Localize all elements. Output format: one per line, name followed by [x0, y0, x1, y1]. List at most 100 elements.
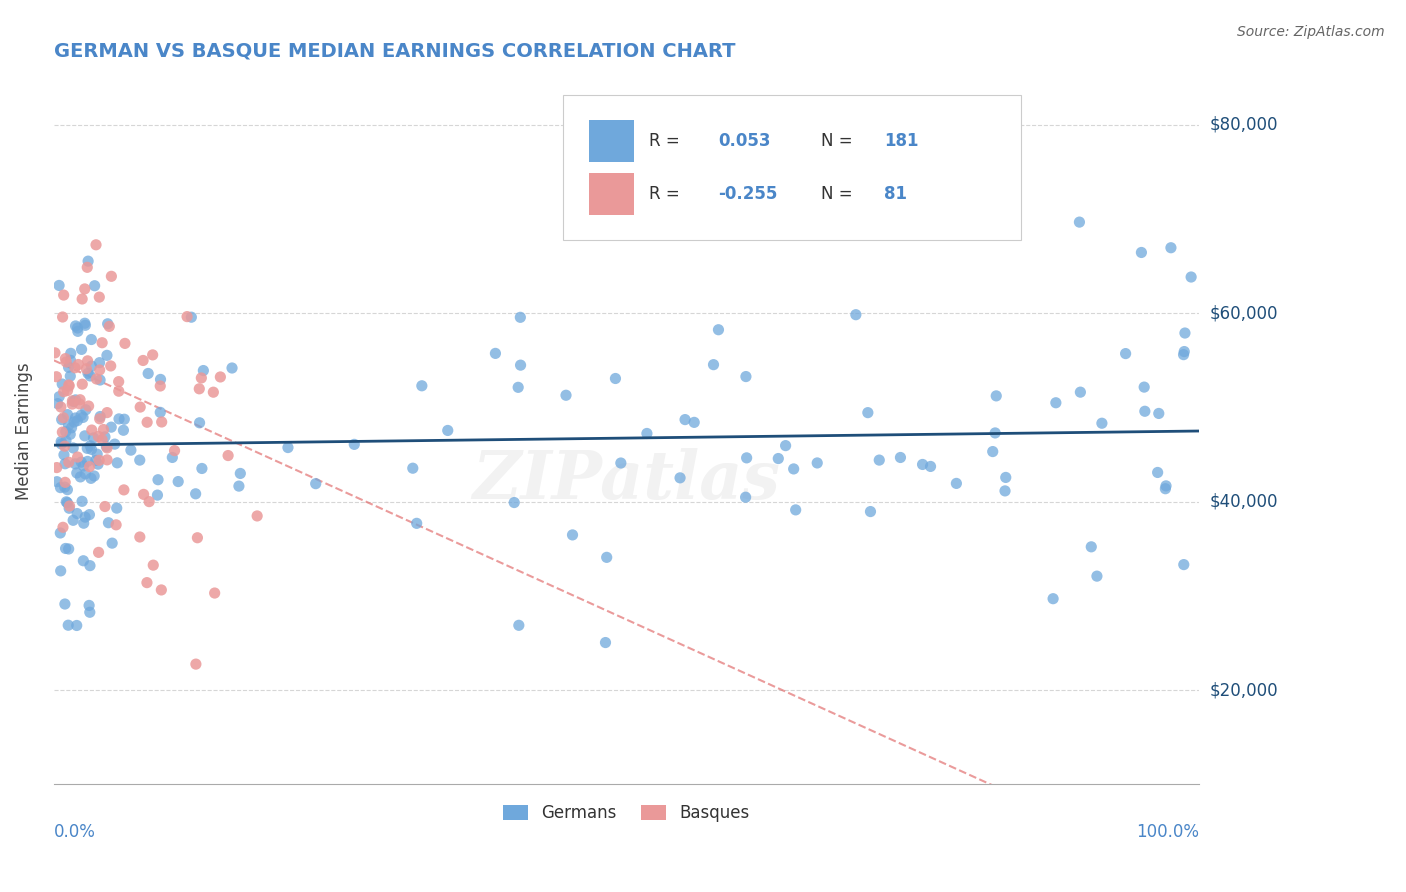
Point [59, 369, 82, 384]
Point [56, 408, 79, 422]
Point [87, 457, 110, 471]
Point [67, 397, 90, 411]
Point [508, 618, 530, 632]
Point [405, 516, 427, 531]
Point [70, 292, 93, 306]
Point [80, 359, 103, 373]
Point [107, 375, 129, 389]
Point [984, 425, 1007, 440]
Point [55, 351, 77, 366]
Point [55, 495, 77, 509]
Point [610, 456, 633, 470]
Point [136, 415, 159, 429]
Point [52, 448, 75, 462]
Point [508, 380, 530, 394]
Point [1091, 416, 1114, 430]
Point [1174, 326, 1197, 340]
Point [56, 496, 79, 510]
Point [58, 618, 80, 632]
Point [45, 460, 67, 475]
Point [112, 412, 135, 426]
Point [73, 516, 96, 531]
Text: $80,000: $80,000 [1211, 116, 1278, 134]
Point [105, 456, 128, 470]
Point [981, 444, 1004, 458]
Point [277, 441, 299, 455]
Point [80, 471, 103, 485]
Point [775, 439, 797, 453]
Point [62, 393, 84, 408]
Point [53, 475, 76, 490]
Point [67, 358, 90, 372]
Point [561, 528, 583, 542]
Point [58, 378, 80, 392]
Point [1173, 348, 1195, 362]
Point [509, 358, 531, 372]
Point [162, 450, 184, 465]
Point [89, 290, 111, 304]
Point [146, 488, 169, 502]
Point [605, 371, 627, 385]
Point [735, 450, 758, 465]
Point [65, 392, 87, 407]
Point [52, 288, 75, 302]
Point [59, 353, 82, 368]
Text: N =: N = [821, 186, 858, 203]
Text: 181: 181 [884, 132, 918, 150]
Point [80, 442, 103, 457]
Point [52, 384, 75, 399]
Text: -0.255: -0.255 [718, 186, 778, 203]
Point [1069, 385, 1091, 400]
Point [163, 443, 186, 458]
Point [53, 480, 76, 494]
Point [84, 237, 107, 252]
Point [49, 564, 72, 578]
Point [108, 412, 131, 426]
Point [120, 443, 142, 458]
Point [994, 470, 1017, 484]
Point [89, 373, 111, 387]
Point [136, 367, 159, 381]
Text: $20,000: $20,000 [1211, 681, 1278, 699]
Text: Source: ZipAtlas.com: Source: ZipAtlas.com [1237, 25, 1385, 39]
Point [55, 434, 77, 448]
Point [70, 409, 93, 423]
Point [112, 423, 135, 437]
Point [51, 425, 73, 439]
Point [75, 318, 97, 333]
Point [60, 397, 83, 411]
FancyBboxPatch shape [589, 120, 634, 162]
Point [768, 451, 790, 466]
Point [49, 526, 72, 541]
Point [149, 379, 172, 393]
Point [77, 367, 100, 381]
Point [104, 437, 127, 451]
Point [167, 475, 190, 489]
Point [1154, 482, 1177, 496]
Point [77, 599, 100, 613]
Point [859, 505, 882, 519]
Text: 0.0%: 0.0% [53, 823, 96, 841]
Text: 81: 81 [884, 186, 907, 203]
Point [73, 316, 96, 330]
Point [436, 424, 458, 438]
Point [46, 397, 69, 411]
Point [86, 372, 108, 386]
Point [186, 531, 208, 545]
Point [79, 368, 101, 383]
Point [75, 402, 97, 417]
Point [217, 449, 239, 463]
Point [76, 260, 98, 275]
Point [132, 487, 155, 501]
Point [129, 400, 152, 414]
Point [191, 461, 214, 475]
Text: R =: R = [650, 132, 685, 150]
Point [62, 394, 84, 409]
Point [62, 441, 84, 455]
Point [45, 369, 67, 384]
Point [707, 323, 730, 337]
Point [89, 409, 111, 424]
Point [75, 467, 97, 481]
Point [114, 336, 136, 351]
Point [101, 536, 124, 550]
